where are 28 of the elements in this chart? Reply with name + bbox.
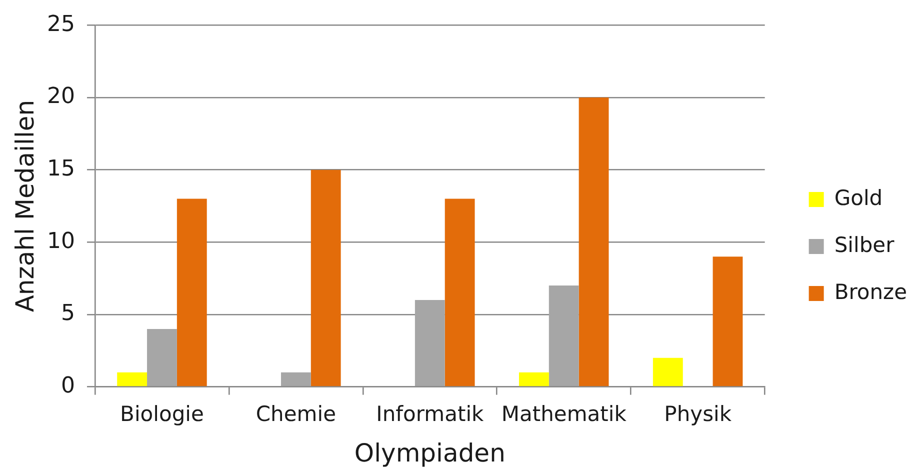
y-tick-label: 20 xyxy=(46,84,75,110)
bar xyxy=(712,256,743,386)
legend-label: Bronze xyxy=(834,280,908,304)
x-tick-label: Biologie xyxy=(120,402,204,426)
bar xyxy=(117,372,148,386)
y-tick-label: 10 xyxy=(46,228,75,254)
bar xyxy=(147,328,177,386)
x-tick-label: Informatik xyxy=(376,402,485,426)
bar xyxy=(518,372,549,386)
x-tick-label: Chemie xyxy=(256,402,336,426)
y-tick-label: 15 xyxy=(46,156,75,182)
bar xyxy=(176,198,207,386)
bar xyxy=(280,372,311,386)
x-axis-title: Olympiaden xyxy=(354,438,506,468)
legend-label: Gold xyxy=(834,186,883,210)
bar xyxy=(652,358,683,386)
bar xyxy=(578,98,609,386)
x-tick-label: Physik xyxy=(664,402,732,426)
bar xyxy=(414,300,445,386)
y-tick-label: 5 xyxy=(60,301,75,326)
y-tick-label: 0 xyxy=(60,374,75,399)
bar xyxy=(310,170,341,386)
legend-label: Silber xyxy=(834,232,895,257)
bar xyxy=(444,198,475,386)
y-axis-title: Anzahl Medaillen xyxy=(10,100,40,312)
bar xyxy=(548,286,579,386)
y-tick-label: 25 xyxy=(46,12,75,37)
x-tick-label: Mathematik xyxy=(501,402,628,426)
